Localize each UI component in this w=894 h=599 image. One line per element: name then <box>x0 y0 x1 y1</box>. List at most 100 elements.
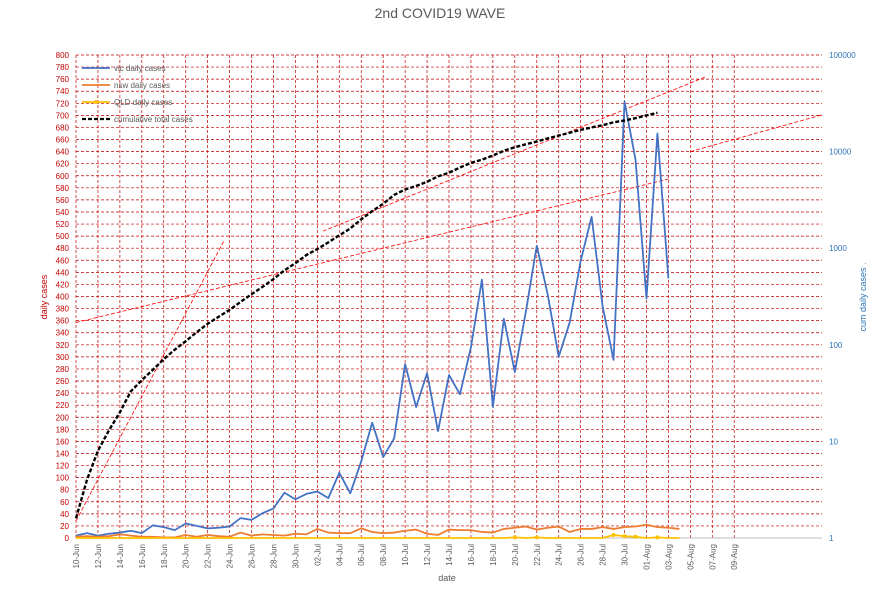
x-tick-label: 18-Jun <box>160 544 169 568</box>
y-tick-label: 300 <box>56 353 70 362</box>
y-tick-label: 740 <box>56 87 70 96</box>
x-tick-label: 03-Aug <box>664 544 673 570</box>
x-tick-label: 10-Jun <box>72 544 81 568</box>
y-tick-label: 420 <box>56 280 70 289</box>
y2-tick-label: 1000 <box>829 244 847 253</box>
x-tick-label: 07-Aug <box>708 544 717 570</box>
qld-point <box>622 534 627 539</box>
y-axis-label: daily cases <box>39 274 49 319</box>
legend-entry: vic daily cases <box>114 64 166 73</box>
y-tick-label: 580 <box>56 184 70 193</box>
x-tick-label: 06-Jul <box>357 544 366 566</box>
x-tick-label: 24-Jul <box>555 544 564 566</box>
series-line <box>74 111 658 519</box>
chart-title: 2nd COVID19 WAVE <box>375 5 506 21</box>
legend: vic daily cases nsw daily cases QLD daily … <box>82 64 193 124</box>
y-tick-label: 600 <box>56 172 70 181</box>
y-tick-label: 500 <box>56 232 70 241</box>
qld-point <box>534 535 539 540</box>
x-tick-label: 30-Jun <box>291 544 300 568</box>
x-tick-label: 08-Jul <box>379 544 388 566</box>
x-tick-label: 28-Jul <box>599 544 608 566</box>
x-tick-label: 22-Jun <box>204 544 213 568</box>
y-tick-label: 360 <box>56 317 70 326</box>
y-tick-label: 260 <box>56 377 70 386</box>
legend-entry: QLD daily cases <box>114 98 172 107</box>
y-tick-label: 640 <box>56 148 70 157</box>
y2-tick-label: 100000 <box>829 51 856 60</box>
grid <box>75 54 822 539</box>
y-tick-label: 160 <box>56 437 70 446</box>
y-tick-label: 680 <box>56 123 70 132</box>
x-tick-label: 12-Jun <box>94 544 103 568</box>
series-line <box>76 534 680 539</box>
x-tick-label: 20-Jul <box>511 544 520 566</box>
trendlines <box>75 76 823 522</box>
qld-point <box>633 534 638 539</box>
right-axis-ticks: 1 10 100 1000 10000 100000 <box>829 51 856 543</box>
y-tick-label: 340 <box>56 329 70 338</box>
x-tick-label: 20-Jun <box>182 544 191 568</box>
x-tick-label: 22-Jul <box>533 544 542 566</box>
y-tick-label: 460 <box>56 256 70 265</box>
trendline <box>690 114 823 152</box>
x-tick-label: 04-Jul <box>335 544 344 566</box>
y-tick-label: 320 <box>56 341 70 350</box>
y-tick-label: 140 <box>56 449 70 458</box>
x-tick-label: 30-Jul <box>621 544 630 566</box>
y-tick-label: 660 <box>56 136 70 145</box>
y-tick-label: 440 <box>56 268 70 277</box>
y2-axis-label: cum daily cases . <box>858 262 868 331</box>
x-tick-label: 09-Aug <box>730 544 739 570</box>
qld-point <box>655 535 660 540</box>
x-tick-label: 01-Aug <box>642 544 651 570</box>
y-tick-label: 560 <box>56 196 70 205</box>
y-tick-label: 720 <box>56 99 70 108</box>
x-tick-label: 16-Jun <box>138 544 147 568</box>
x-tick-label: 26-Jul <box>577 544 586 566</box>
y-tick-label: 0 <box>65 534 70 543</box>
series-line <box>75 100 670 537</box>
x-tick-label: 18-Jul <box>489 544 498 566</box>
qld-point <box>512 535 517 540</box>
left-axis-ticks: 0 20 40 60 80 100 120 140 160 180 200 220 240 260 280 3… <box>56 51 70 543</box>
y-tick-label: 80 <box>60 486 69 495</box>
x-tick-label: 10-Jul <box>401 544 410 566</box>
x-tick-label: 16-Jul <box>467 544 476 566</box>
y-tick-label: 240 <box>56 389 70 398</box>
x-tick-label: 24-Jun <box>226 544 235 568</box>
y-tick-label: 200 <box>56 413 70 422</box>
trendline <box>322 76 707 232</box>
x-axis-ticks: 10-Jun 12-Jun 14-Jun 16-Jun 18-Jun 20-Jun 22-J… <box>72 544 739 570</box>
x-tick-label: 14-Jun <box>116 544 125 568</box>
y-tick-label: 220 <box>56 401 70 410</box>
y-tick-label: 180 <box>56 425 70 434</box>
y-tick-label: 60 <box>60 498 69 507</box>
y-tick-label: 380 <box>56 305 70 314</box>
y2-tick-label: 10 <box>829 437 838 446</box>
y-tick-label: 700 <box>56 111 70 120</box>
y-tick-label: 280 <box>56 365 70 374</box>
y-tick-label: 100 <box>56 474 70 483</box>
qld-point <box>611 532 616 537</box>
y2-tick-label: 10000 <box>829 148 852 157</box>
y2-tick-label: 100 <box>829 341 843 350</box>
x-tick-label: 05-Aug <box>686 544 695 570</box>
legend-entry: cumulative total cases <box>114 115 193 124</box>
legend-entry: nsw daily cases <box>114 81 170 90</box>
series-line <box>75 523 680 539</box>
y-tick-label: 520 <box>56 220 70 229</box>
series-lines <box>74 100 680 540</box>
y-tick-label: 480 <box>56 244 70 253</box>
x-tick-label: 14-Jul <box>445 544 454 566</box>
x-tick-label: 12-Jul <box>423 544 432 566</box>
y-tick-label: 780 <box>56 63 70 72</box>
y-tick-label: 400 <box>56 293 70 302</box>
y-tick-label: 120 <box>56 462 70 471</box>
trendline <box>75 178 669 323</box>
y-tick-label: 540 <box>56 208 70 217</box>
x-tick-label: 28-Jun <box>269 544 278 568</box>
y-tick-label: 760 <box>56 75 70 84</box>
x-axis-label: date <box>438 573 456 583</box>
y-tick-label: 620 <box>56 160 70 169</box>
